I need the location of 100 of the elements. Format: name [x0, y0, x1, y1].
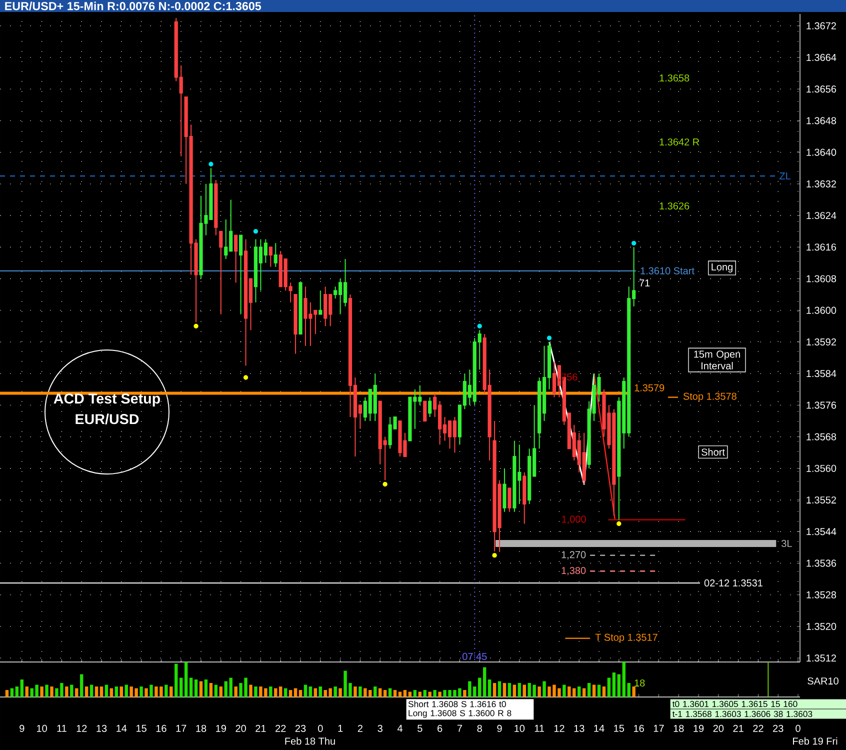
candlestick	[298, 282, 302, 335]
text: SAR10	[808, 677, 838, 685]
x-tick-label: 17	[654, 724, 664, 732]
annotation: Short	[702, 448, 725, 456]
y-tick-label: 1.3672	[806, 22, 836, 30]
x-tick-label: 11	[57, 724, 66, 732]
y-tick-label: 1.3512	[806, 654, 836, 662]
y-tick-label: 1.3640	[806, 148, 836, 156]
bar	[70, 684, 74, 698]
bar	[398, 692, 402, 698]
x-tick-label: 10	[36, 724, 47, 732]
y-tick-label: 1.3536	[806, 560, 836, 567]
x-tick-label: 22	[276, 724, 286, 732]
x-tick-label: 15	[136, 724, 146, 732]
x-tick-label: 9	[497, 724, 502, 732]
bar	[15, 686, 19, 698]
annotation: 1.3626	[660, 202, 690, 210]
y-tick-label: 1.3648	[806, 117, 836, 124]
x-tick-label: 0	[796, 724, 800, 732]
x-tick-label: 13	[96, 724, 107, 732]
series-label: 1,270	[562, 551, 586, 560]
x-tick-label: 21	[256, 724, 266, 732]
bar	[234, 686, 238, 698]
bar	[508, 683, 512, 698]
bar	[90, 684, 94, 698]
candlestick	[234, 234, 238, 284]
bar	[94, 686, 98, 698]
annotation: 15m Open Interval	[694, 350, 740, 370]
ref-line-label: 1.3579	[634, 384, 664, 392]
bar	[602, 686, 606, 698]
y-tick-label: 1.3616	[806, 244, 836, 251]
bar	[114, 686, 118, 698]
bar	[80, 674, 84, 698]
x-tick-label: 23	[295, 724, 306, 732]
bar	[418, 692, 422, 698]
annotation: 1.3642 R	[660, 138, 700, 146]
bar	[124, 684, 128, 698]
bar	[110, 688, 114, 698]
x-tick-label: 13	[574, 724, 584, 732]
bar	[423, 690, 426, 698]
bar	[84, 686, 88, 698]
candlestick	[239, 234, 243, 315]
candlestick	[428, 396, 432, 418]
y-tick-label: 1.3576	[806, 402, 836, 409]
bar	[269, 686, 272, 698]
bar	[308, 686, 312, 698]
series-label: 3L	[782, 540, 792, 548]
bar	[612, 672, 616, 698]
bar	[627, 683, 630, 698]
bar	[502, 683, 506, 698]
y-tick-label: 1.3592	[806, 338, 836, 346]
text: t0 1.3601 1.3605 1.3615 15 160	[672, 700, 798, 708]
candlestick	[268, 246, 272, 268]
x-tick-label: 5	[418, 724, 422, 732]
bar	[338, 688, 342, 698]
bar	[274, 688, 278, 698]
x-tick-label: 18	[196, 724, 206, 732]
bar	[617, 674, 621, 698]
text: Short 1.3608 S 1.3616 t0	[408, 700, 506, 708]
text: t-1 1.3568 1.3603 1.3606 38 1.3603	[672, 710, 812, 718]
x-tick-label: 12	[76, 724, 87, 732]
x-tick-label: 10	[514, 724, 525, 732]
bar	[170, 686, 173, 698]
x-tick-label: 22	[753, 724, 764, 732]
y-tick-label: 1.3568	[806, 433, 836, 440]
bar	[488, 680, 492, 698]
text: Feb 19 Fri	[793, 737, 838, 745]
bar	[482, 667, 486, 698]
y-tick-label: 1.3608	[806, 275, 836, 282]
bar	[284, 688, 288, 698]
text: Feb 18 Thu	[285, 737, 335, 745]
bar	[478, 678, 482, 698]
bar	[512, 684, 516, 698]
bar	[403, 690, 407, 698]
bar	[288, 690, 292, 698]
bar	[25, 686, 28, 698]
bar	[328, 688, 332, 698]
text: Long 1.3608 S 1.3600 R 8	[408, 710, 512, 718]
x-tick-label: 1	[338, 724, 343, 732]
annotation: EUR/USD	[76, 414, 139, 424]
candlestick	[508, 488, 512, 512]
bar	[189, 678, 193, 698]
bar	[518, 683, 522, 698]
bar	[100, 686, 104, 698]
bar	[214, 684, 218, 698]
y-tick-label: 1.3520	[806, 622, 836, 630]
candlestick	[274, 242, 278, 268]
x-tick-label: 19	[694, 724, 704, 732]
bar	[587, 683, 591, 698]
x-tick-label: 6	[438, 724, 442, 732]
candlestick	[522, 472, 526, 524]
bar	[224, 681, 228, 698]
text: 1,000	[562, 516, 586, 524]
bar	[413, 690, 417, 698]
ref-line-label: 07:45	[462, 652, 487, 660]
candlestick	[294, 294, 298, 354]
y-tick-label: 1.3600	[806, 306, 836, 314]
bar	[209, 683, 213, 698]
bar	[294, 688, 298, 698]
bar	[50, 686, 54, 698]
